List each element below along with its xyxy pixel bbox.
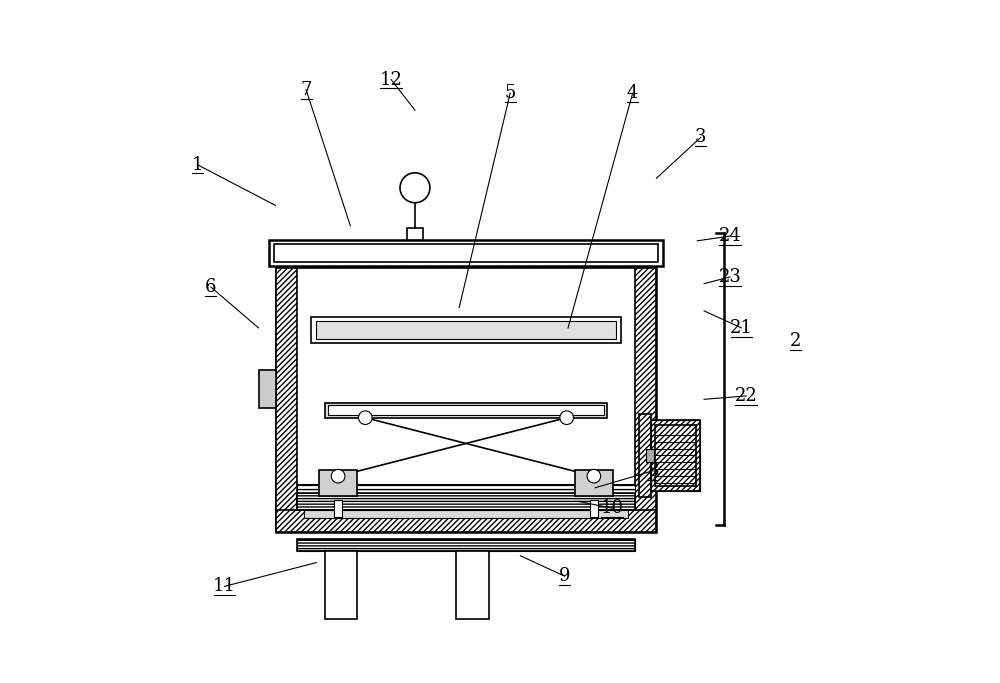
- Bar: [311, 317, 621, 343]
- Bar: [297, 539, 635, 551]
- Bar: [646, 449, 654, 462]
- Bar: [316, 321, 616, 339]
- Bar: [274, 245, 658, 262]
- Bar: [575, 470, 613, 496]
- Bar: [319, 470, 357, 496]
- Bar: [276, 510, 656, 532]
- Text: 8: 8: [647, 462, 659, 479]
- Text: 24: 24: [719, 227, 741, 245]
- Bar: [304, 510, 628, 518]
- Bar: [655, 425, 696, 486]
- Bar: [635, 247, 656, 532]
- Text: 4: 4: [627, 84, 638, 102]
- Bar: [407, 228, 423, 240]
- Circle shape: [359, 411, 372, 425]
- Bar: [269, 240, 663, 266]
- Circle shape: [560, 411, 573, 425]
- Bar: [651, 420, 700, 491]
- Bar: [276, 247, 297, 532]
- Bar: [639, 415, 651, 497]
- Circle shape: [587, 469, 601, 483]
- Bar: [297, 493, 635, 510]
- Text: 23: 23: [718, 268, 741, 286]
- Bar: [328, 406, 604, 415]
- Bar: [297, 539, 635, 551]
- Text: 6: 6: [205, 278, 217, 296]
- Text: 9: 9: [559, 567, 570, 585]
- Text: 12: 12: [380, 70, 403, 89]
- Bar: [276, 247, 656, 268]
- Bar: [325, 551, 357, 619]
- Text: 3: 3: [695, 128, 706, 146]
- Bar: [259, 370, 276, 408]
- Text: 2: 2: [790, 333, 802, 350]
- Text: 1: 1: [192, 156, 203, 173]
- Bar: [276, 247, 656, 532]
- Bar: [651, 420, 700, 491]
- Bar: [297, 484, 635, 493]
- Bar: [334, 500, 342, 517]
- Text: 7: 7: [300, 81, 312, 99]
- Text: 22: 22: [735, 387, 758, 405]
- Circle shape: [331, 469, 345, 483]
- Text: 5: 5: [505, 84, 516, 102]
- Bar: [456, 551, 489, 619]
- Text: 21: 21: [730, 319, 753, 337]
- Bar: [590, 500, 598, 517]
- Text: 10: 10: [601, 499, 624, 517]
- Bar: [325, 403, 607, 418]
- Text: 11: 11: [213, 577, 236, 596]
